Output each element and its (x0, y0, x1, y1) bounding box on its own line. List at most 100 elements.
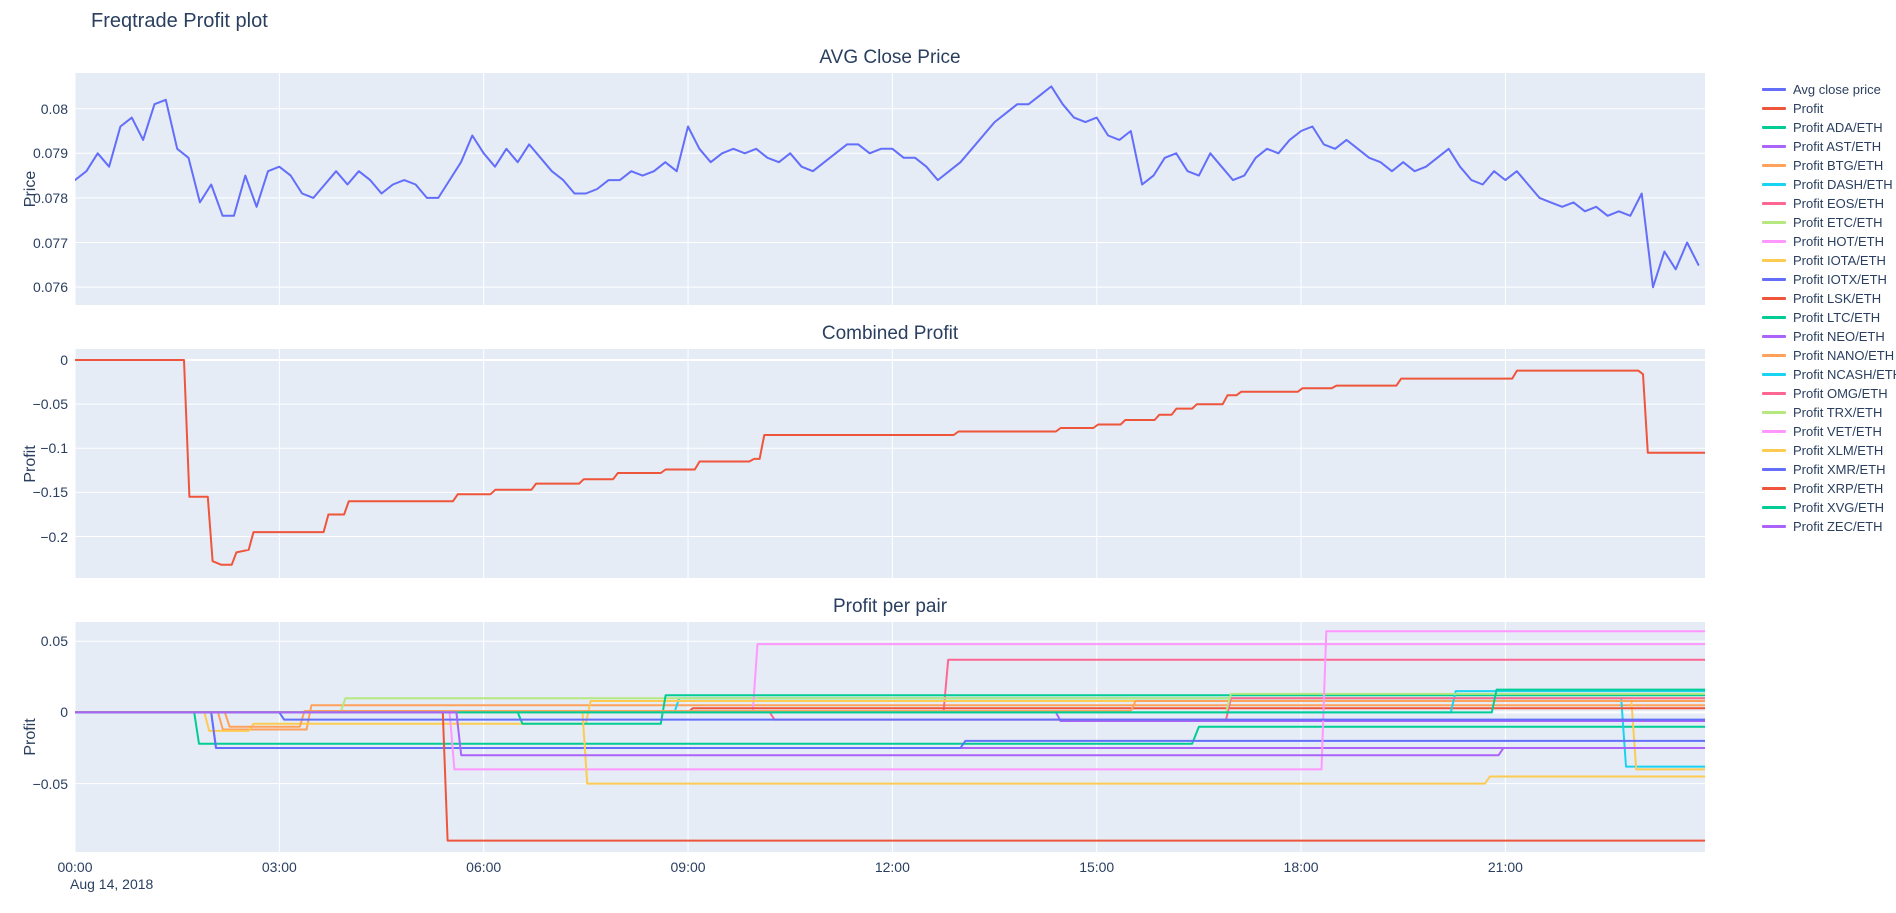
y-tick-label: −0.05 (32, 775, 68, 792)
legend-color-line (1762, 278, 1786, 281)
legend-item-profit-etc-eth[interactable]: Profit ETC/ETH (1762, 213, 1896, 232)
y-tick-label: 0 (60, 352, 68, 369)
legend-label: Profit XMR/ETH (1793, 462, 1886, 477)
subplot-title-profit-per-pair: Profit per pair (832, 596, 948, 617)
legend-color-line (1762, 335, 1786, 338)
y-tick-label: 0.05 (40, 633, 68, 650)
legend-label: Profit ZEC/ETH (1793, 519, 1883, 534)
series-avg-close-price (75, 85, 1700, 289)
legend-item-profit-nano-eth[interactable]: Profit NANO/ETH (1762, 346, 1896, 365)
legend-label: Profit TRX/ETH (1793, 405, 1883, 420)
legend-color-line (1762, 202, 1786, 205)
subplot-title-combined-profit: Combined Profit (821, 323, 959, 344)
legend-item-profit-ast-eth[interactable]: Profit AST/ETH (1762, 137, 1896, 156)
legend-color-line (1762, 487, 1786, 490)
legend-label: Profit HOT/ETH (1793, 234, 1885, 249)
legend-item-profit-neo-eth[interactable]: Profit NEO/ETH (1762, 327, 1896, 346)
plot-area-avg-close-price[interactable] (75, 73, 1705, 305)
legend-color-line (1762, 126, 1786, 129)
legend-color-line (1762, 373, 1786, 376)
legend-label: Profit LTC/ETH (1793, 310, 1881, 325)
legend-item-profit-eos-eth[interactable]: Profit EOS/ETH (1762, 194, 1896, 213)
legend-label: Profit (1793, 101, 1824, 116)
series-profit-trx-eth (75, 692, 1705, 714)
x-tick-label: 09:00 (670, 859, 706, 875)
x-tick-label: 21:00 (1487, 859, 1523, 875)
series-profit-ast-eth (75, 711, 1705, 749)
y-tick-label: −0.15 (32, 484, 68, 501)
x-tick-label: 15:00 (1079, 859, 1115, 875)
legend-label: Profit AST/ETH (1793, 139, 1882, 154)
x-tick-label: 18:00 (1283, 859, 1319, 875)
legend-item-profit-xvg-eth[interactable]: Profit XVG/ETH (1762, 498, 1896, 517)
legend-label: Profit IOTX/ETH (1793, 272, 1887, 287)
legend-color-line (1762, 430, 1786, 433)
legend-label: Profit BTG/ETH (1793, 158, 1884, 173)
series-profit-zec-eth (75, 711, 1705, 757)
legend-item-profit[interactable]: Profit (1762, 99, 1896, 118)
plot-area-profit-per-pair[interactable] (75, 622, 1705, 852)
x-axis-date-label: Aug 14, 2018 (70, 876, 154, 892)
legend-item-profit-btg-eth[interactable]: Profit BTG/ETH (1762, 156, 1896, 175)
y-tick-label: 0.079 (32, 145, 68, 162)
legend-color-line (1762, 240, 1786, 243)
legend-label: Profit NEO/ETH (1793, 329, 1885, 344)
legend-item-profit-xrp-eth[interactable]: Profit XRP/ETH (1762, 479, 1896, 498)
legend-item-profit-ncash-eth[interactable]: Profit NCASH/ETH (1762, 365, 1896, 384)
legend-color-line (1762, 259, 1786, 262)
legend-label: Profit EOS/ETH (1793, 196, 1885, 211)
y-tick-label: 0 (60, 704, 68, 721)
legend-item-profit-omg-eth[interactable]: Profit OMG/ETH (1762, 384, 1896, 403)
series-profit (75, 359, 1705, 566)
legend-color-line (1762, 525, 1786, 528)
legend-item-profit-iotx-eth[interactable]: Profit IOTX/ETH (1762, 270, 1896, 289)
y-axis-title-profit-per-pair: Profit (22, 718, 39, 756)
legend: Avg close price Profit Profit ADA/ETH Profi… (1762, 80, 1896, 536)
legend-item-profit-dash-eth[interactable]: Profit DASH/ETH (1762, 175, 1896, 194)
y-tick-label: −0.1 (40, 440, 68, 457)
legend-color-line (1762, 411, 1786, 414)
legend-label: Avg close price (1793, 82, 1881, 97)
legend-label: Profit ETC/ETH (1793, 215, 1883, 230)
legend-color-line (1762, 107, 1786, 110)
series-profit-xrp-eth (75, 711, 1705, 842)
legend-label: Profit NANO/ETH (1793, 348, 1895, 363)
legend-color-line (1762, 164, 1786, 167)
x-tick-label: 06:00 (466, 859, 502, 875)
legend-label: Profit OMG/ETH (1793, 386, 1888, 401)
legend-item-profit-ltc-eth[interactable]: Profit LTC/ETH (1762, 308, 1896, 327)
legend-item-profit-xmr-eth[interactable]: Profit XMR/ETH (1762, 460, 1896, 479)
legend-label: Profit LSK/ETH (1793, 291, 1882, 306)
x-tick-label: 12:00 (874, 859, 910, 875)
legend-color-line (1762, 316, 1786, 319)
legend-item-profit-trx-eth[interactable]: Profit TRX/ETH (1762, 403, 1896, 422)
legend-label: Profit ADA/ETH (1793, 120, 1883, 135)
legend-label: Profit NCASH/ETH (1793, 367, 1896, 382)
series-profit-xvg-eth (75, 688, 1705, 714)
legend-item-avg-close-price[interactable]: Avg close price (1762, 80, 1896, 99)
y-tick-label: 0.08 (40, 100, 68, 117)
legend-color-line (1762, 183, 1786, 186)
legend-item-profit-xlm-eth[interactable]: Profit XLM/ETH (1762, 441, 1896, 460)
series-profit-iotx-eth (75, 711, 1705, 749)
plot-area-combined-profit[interactable] (75, 349, 1705, 578)
legend-color-line (1762, 506, 1786, 509)
legend-label: Profit XVG/ETH (1793, 500, 1885, 515)
legend-color-line (1762, 145, 1786, 148)
legend-item-profit-lsk-eth[interactable]: Profit LSK/ETH (1762, 289, 1896, 308)
legend-item-profit-ada-eth[interactable]: Profit ADA/ETH (1762, 118, 1896, 137)
subplot-title-avg-close-price: AVG Close Price (819, 47, 961, 68)
series-profit-xmr-eth (75, 711, 1705, 721)
legend-color-line (1762, 354, 1786, 357)
series-profit-ada-eth (75, 711, 1705, 745)
legend-item-profit-vet-eth[interactable]: Profit VET/ETH (1762, 422, 1896, 441)
legend-item-profit-zec-eth[interactable]: Profit ZEC/ETH (1762, 517, 1896, 536)
x-tick-label: 03:00 (261, 859, 297, 875)
y-tick-label: 0.078 (32, 189, 68, 206)
legend-item-profit-iota-eth[interactable]: Profit IOTA/ETH (1762, 251, 1896, 270)
y-tick-label: 0.077 (32, 234, 68, 251)
page-title: Freqtrade Profit plot (91, 10, 268, 32)
legend-item-profit-hot-eth[interactable]: Profit HOT/ETH (1762, 232, 1896, 251)
